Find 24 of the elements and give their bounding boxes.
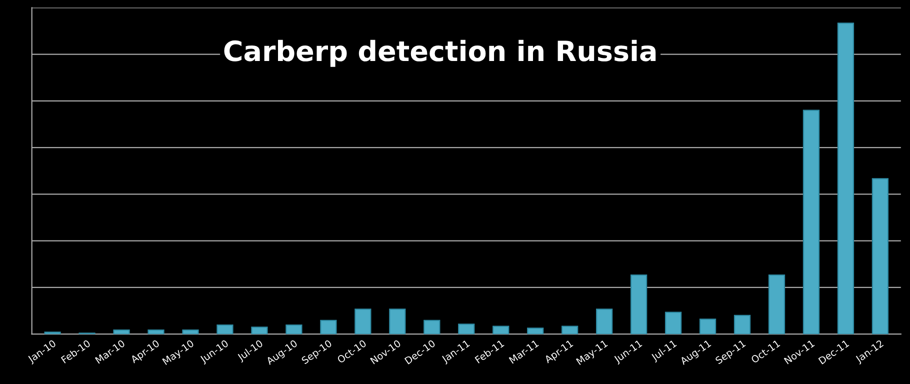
- bar: [182, 329, 199, 334]
- bar: [389, 308, 406, 334]
- bar: [113, 329, 130, 334]
- bar: [354, 308, 372, 334]
- bar: [492, 326, 510, 334]
- bar: [872, 178, 889, 334]
- bar: [286, 324, 302, 334]
- bar: [699, 318, 716, 334]
- bar: [630, 274, 648, 334]
- bar: [458, 324, 475, 334]
- bar: [424, 320, 440, 334]
- bar: [251, 326, 268, 334]
- bar: [664, 312, 682, 334]
- bar: [596, 308, 613, 334]
- bar: [320, 320, 337, 334]
- text: Carberp detection in Russia: [224, 40, 656, 67]
- bar: [562, 326, 578, 334]
- bar: [148, 329, 164, 334]
- bar: [837, 22, 854, 334]
- bar: [768, 274, 786, 334]
- bar: [216, 324, 234, 334]
- bar: [527, 328, 544, 334]
- bar: [734, 314, 751, 334]
- bar: [802, 110, 820, 334]
